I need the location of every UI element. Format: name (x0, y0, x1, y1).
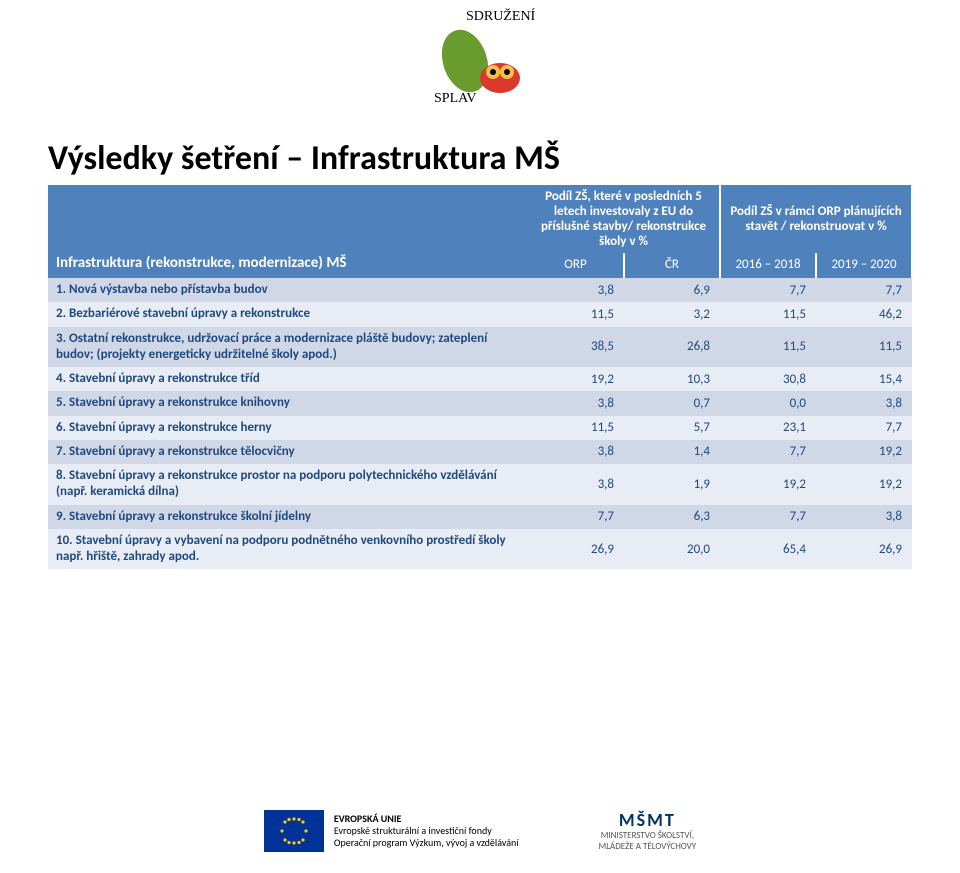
row-value: 3,8 (528, 278, 624, 302)
top-logo: SDRUŽENÍ SPLAV (430, 6, 550, 111)
row-category: 6. Stavební úpravy a rekonstrukce herny (48, 416, 528, 440)
category-header: Infrastruktura (rekonstrukce, modernizac… (48, 185, 528, 278)
col-group-right: Podíl ZŠ v rámci ORP plánujících stavět … (720, 185, 912, 253)
row-category: 10. Stavební úpravy a vybavení na podpor… (48, 529, 528, 570)
row-value: 11,5 (720, 327, 816, 368)
eu-flag-icon (264, 810, 324, 852)
msmt-logo-block: MŠMT MINISTERSTVO ŠKOLSTVÍ, MLÁDEŽE A TĚ… (599, 810, 697, 853)
row-category: 9. Stavební úpravy a rekonstrukce školní… (48, 505, 528, 529)
row-value: 3,8 (528, 440, 624, 464)
row-value: 5,7 (624, 416, 720, 440)
eu-text: EVROPSKÁ UNIE Evropské strukturální a in… (334, 813, 519, 849)
row-value: 19,2 (528, 367, 624, 391)
row-value: 7,7 (816, 278, 912, 302)
row-value: 0,0 (720, 391, 816, 415)
msmt-logo-text: MŠMT (599, 810, 697, 832)
row-value: 23,1 (720, 416, 816, 440)
row-category: 1. Nová výstavba nebo přístavba budov (48, 278, 528, 302)
logo-text-bottom: SPLAV (434, 91, 477, 106)
data-table: Infrastruktura (rekonstrukce, modernizac… (48, 185, 912, 569)
subhead-2019: 2019 – 2020 (816, 253, 912, 278)
row-value: 7,7 (528, 505, 624, 529)
row-value: 1,9 (624, 464, 720, 505)
row-value: 26,8 (624, 327, 720, 368)
row-value: 30,8 (720, 367, 816, 391)
logo-text-top: SDRUŽENÍ (466, 7, 536, 24)
footer-logos: EVROPSKÁ UNIE Evropské strukturální a in… (0, 810, 960, 853)
row-category: 8. Stavební úpravy a rekonstrukce prosto… (48, 464, 528, 505)
row-category: 7. Stavební úpravy a rekonstrukce tělocv… (48, 440, 528, 464)
table-row: 1. Nová výstavba nebo přístavba budov3,8… (48, 278, 912, 302)
row-value: 19,2 (720, 464, 816, 505)
row-value: 7,7 (720, 505, 816, 529)
col-group-left: Podíl ZŠ, které v posledních 5 letech in… (528, 185, 720, 253)
table-row: 10. Stavební úpravy a vybavení na podpor… (48, 529, 912, 570)
row-value: 46,2 (816, 302, 912, 326)
table-row: 5. Stavební úpravy a rekonstrukce knihov… (48, 391, 912, 415)
row-value: 19,2 (816, 464, 912, 505)
msmt-line2: MLÁDEŽE A TĚLOVÝCHOVY (599, 842, 697, 853)
row-value: 6,9 (624, 278, 720, 302)
row-category: 4. Stavební úpravy a rekonstrukce tříd (48, 367, 528, 391)
subhead-2016: 2016 – 2018 (720, 253, 816, 278)
row-value: 1,4 (624, 440, 720, 464)
page-title: Výsledky šetření – Infrastruktura MŠ (48, 138, 560, 179)
row-value: 11,5 (720, 302, 816, 326)
row-value: 26,9 (528, 529, 624, 570)
row-category: 5. Stavební úpravy a rekonstrukce knihov… (48, 391, 528, 415)
table-row: 6. Stavební úpravy a rekonstrukce herny1… (48, 416, 912, 440)
row-value: 11,5 (528, 416, 624, 440)
row-value: 11,5 (528, 302, 624, 326)
table-row: 7. Stavební úpravy a rekonstrukce tělocv… (48, 440, 912, 464)
row-value: 20,0 (624, 529, 720, 570)
row-value: 15,4 (816, 367, 912, 391)
row-value: 10,3 (624, 367, 720, 391)
row-value: 65,4 (720, 529, 816, 570)
subhead-orp: ORP (528, 253, 624, 278)
row-value: 3,8 (816, 505, 912, 529)
row-value: 19,2 (816, 440, 912, 464)
row-value: 26,9 (816, 529, 912, 570)
row-value: 7,7 (816, 416, 912, 440)
table-row: 8. Stavební úpravy a rekonstrukce prosto… (48, 464, 912, 505)
row-value: 0,7 (624, 391, 720, 415)
table-row: 9. Stavební úpravy a rekonstrukce školní… (48, 505, 912, 529)
row-value: 3,8 (528, 464, 624, 505)
row-value: 7,7 (720, 278, 816, 302)
table-row: 3. Ostatní rekonstrukce, udržovací práce… (48, 327, 912, 368)
table-row: 4. Stavební úpravy a rekonstrukce tříd19… (48, 367, 912, 391)
row-value: 11,5 (816, 327, 912, 368)
row-value: 38,5 (528, 327, 624, 368)
row-value: 3,8 (816, 391, 912, 415)
table-row: 2. Bezbariérové stavební úpravy a rekons… (48, 302, 912, 326)
eu-logo-block: EVROPSKÁ UNIE Evropské strukturální a in… (264, 810, 519, 852)
subhead-cr: ČR (624, 253, 720, 278)
row-category: 3. Ostatní rekonstrukce, udržovací práce… (48, 327, 528, 368)
eu-line3: Operační program Výzkum, vývoj a vzděláv… (334, 837, 519, 849)
row-category: 2. Bezbariérové stavební úpravy a rekons… (48, 302, 528, 326)
row-value: 6,3 (624, 505, 720, 529)
row-value: 3,8 (528, 391, 624, 415)
row-value: 7,7 (720, 440, 816, 464)
row-value: 3,2 (624, 302, 720, 326)
